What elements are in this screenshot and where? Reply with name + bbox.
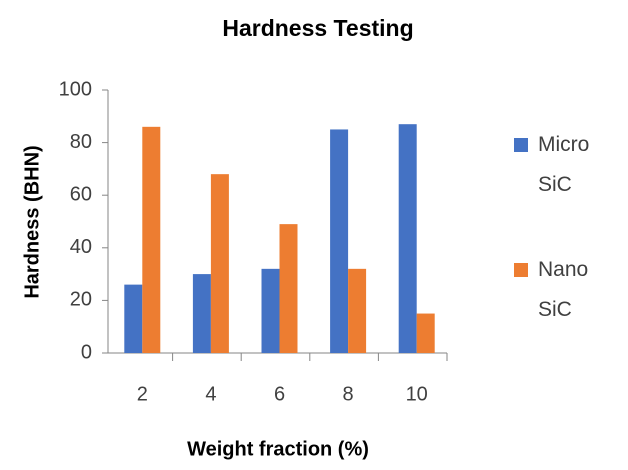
- y-tick-label: 40: [70, 236, 92, 258]
- chart-title: Hardness Testing: [222, 15, 413, 41]
- bar: [279, 224, 298, 353]
- x-tick-label: 6: [274, 383, 285, 405]
- y-tick-label: 20: [70, 289, 92, 311]
- legend-swatch: [514, 138, 528, 152]
- y-tick-label: 60: [70, 183, 92, 205]
- legend-entry: Nano SiC: [538, 258, 589, 321]
- x-tick-label: 4: [205, 383, 216, 405]
- bar: [192, 274, 211, 353]
- legend-label: Nano SiC: [538, 258, 589, 321]
- bar: [142, 126, 161, 353]
- x-axis-label: Weight fraction (%): [187, 438, 369, 460]
- bar: [124, 284, 143, 353]
- legend-entry: Micro SiC: [538, 133, 590, 196]
- legend-swatch: [514, 263, 528, 277]
- legend-label: Micro SiC: [538, 133, 590, 196]
- y-tick-label: 80: [70, 131, 92, 153]
- bar: [330, 129, 349, 353]
- x-tick-label: 10: [406, 383, 428, 405]
- bar: [348, 268, 367, 353]
- bar: [210, 174, 229, 353]
- bar: [398, 124, 417, 353]
- y-axis-label: Hardness (BHN): [21, 145, 43, 298]
- y-tick-label: 0: [81, 341, 92, 363]
- bar: [261, 268, 280, 353]
- x-tick-label: 2: [137, 383, 148, 405]
- x-tick-label: 8: [343, 383, 354, 405]
- bar: [416, 313, 435, 353]
- y-tick-label: 100: [59, 78, 92, 100]
